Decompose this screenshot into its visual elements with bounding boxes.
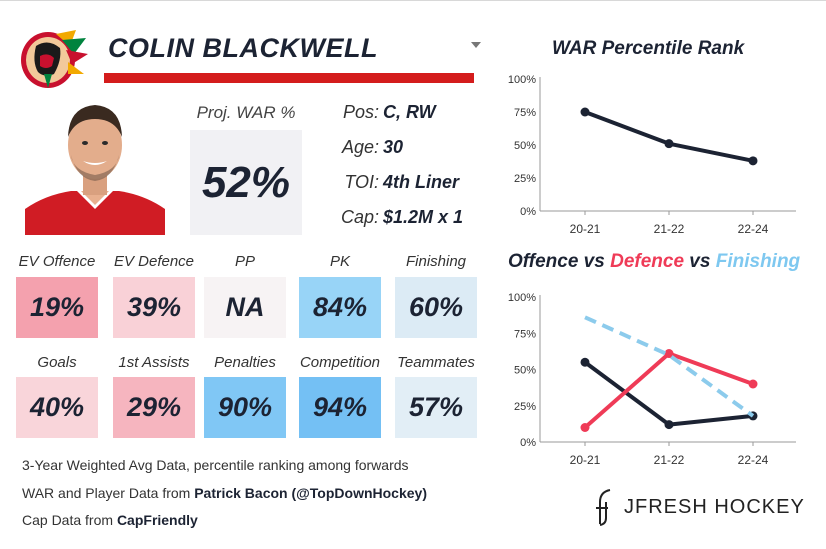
- y-tick-label: 0%: [520, 437, 536, 449]
- stat-box-competition: 94%: [299, 377, 381, 438]
- y-tick-label: 50%: [514, 365, 536, 377]
- player-name: COLIN BLACKWELL: [108, 33, 378, 63]
- offence-defence-finishing-chart: 0% 25% 50% 75% 100% 20-21 21-22 22-24: [508, 292, 796, 467]
- brand-name: JFRESH HOCKEY: [624, 495, 805, 518]
- data-point-war: [664, 139, 674, 149]
- series-line-offence: [583, 360, 754, 427]
- info-value: C, RW: [383, 102, 436, 122]
- chart-title-part: Finishing: [715, 251, 801, 272]
- x-tick-label: 21-22: [654, 453, 685, 467]
- info-key: Cap:: [340, 207, 379, 227]
- series-line-war: [584, 110, 754, 163]
- footer-war-source-prefix: WAR and Player Data from: [22, 485, 195, 501]
- chart-title-part: Offence: [508, 251, 579, 272]
- stat-box-goals: 40%: [16, 377, 98, 438]
- chart-title-part: vs: [684, 251, 716, 272]
- y-tick-label: 0%: [520, 206, 536, 218]
- war-chart-title: WAR Percentile Rank: [552, 38, 745, 59]
- stat-label-1st-assists: 1st Assists: [118, 354, 190, 371]
- ovdvf-chart-title: Offence vs Defence vs Finishing: [508, 251, 800, 273]
- y-tick-label: 25%: [514, 173, 536, 185]
- data-point-defence: [748, 379, 758, 389]
- info-row-toi: TOI: 4th Liner: [326, 172, 459, 198]
- stat-label-pp: PP: [234, 253, 255, 270]
- stat-label-ev-defence: EV Defence: [113, 253, 195, 270]
- war-percentile-chart: 0% 25% 50% 75% 100% 20-21 21-22 22-24: [508, 74, 796, 236]
- info-value: 30: [383, 137, 404, 157]
- stat-label-ev-offence: EV Offence: [18, 253, 96, 270]
- footer-data-note: 3-Year Weighted Avg Data, percentile ran…: [22, 457, 409, 473]
- stat-label-teammates: Teammates: [397, 354, 475, 371]
- x-tick-label: 21-22: [654, 222, 685, 236]
- chart-title-part: vs: [578, 251, 611, 272]
- footer-war-source: WAR and Player Data from Patrick Bacon (…: [22, 485, 427, 501]
- info-key: Age:: [341, 137, 379, 157]
- name-underline-bar: [104, 73, 474, 83]
- player-dropdown-icon[interactable]: [471, 42, 481, 48]
- x-tick-label: 22-24: [738, 222, 769, 236]
- stat-label-penalties: Penalties: [214, 354, 276, 371]
- top-border: [0, 0, 826, 1]
- info-key: TOI:: [344, 172, 379, 192]
- stat-box-penalties: 90%: [204, 377, 286, 438]
- data-point-war: [580, 107, 590, 117]
- data-point-defence: [664, 349, 674, 359]
- info-row-cap: Cap: $1.2M x 1: [326, 207, 463, 233]
- chart-title-part: Defence: [610, 251, 685, 272]
- data-point-offence: [664, 420, 674, 430]
- y-tick-label: 75%: [514, 107, 536, 119]
- stat-box-pp: NA: [204, 277, 286, 338]
- proj-war-label: Proj. WAR %: [196, 103, 296, 122]
- stat-label-pk: PK: [329, 253, 350, 270]
- footer-cap-source-prefix: Cap Data from: [22, 512, 117, 528]
- stat-label-goals: Goals: [37, 354, 77, 371]
- team-logo: [21, 30, 88, 88]
- x-tick-label: 20-21: [570, 222, 601, 236]
- proj-war-value: 52%: [190, 130, 302, 235]
- data-point-offence: [580, 357, 590, 367]
- info-row-position: Pos: C, RW: [326, 102, 436, 128]
- stat-box-finishing: 60%: [395, 277, 477, 338]
- series-line-defence: [583, 351, 754, 430]
- brand-mark: JFRESH HOCKEY: [594, 487, 805, 527]
- info-value: 4th Liner: [383, 172, 460, 192]
- y-tick-label: 100%: [508, 74, 536, 86]
- data-point-defence: [580, 423, 590, 432]
- y-tick-label: 75%: [514, 328, 536, 340]
- y-tick-label: 25%: [514, 401, 536, 413]
- x-tick-label: 22-24: [738, 453, 769, 467]
- footer-cap-source: Cap Data from CapFriendly: [22, 512, 198, 528]
- brand-logo-icon: [596, 489, 611, 526]
- info-key: Pos:: [342, 102, 379, 122]
- stat-box-ev-defence: 39%: [113, 277, 195, 338]
- footer-cap-source-name: CapFriendly: [116, 512, 198, 528]
- stat-label-finishing: Finishing: [405, 253, 467, 270]
- info-value: $1.2M x 1: [383, 207, 464, 227]
- y-tick-label: 100%: [508, 292, 536, 304]
- y-tick-label: 50%: [514, 140, 536, 152]
- footer-war-source-name: Patrick Bacon (@TopDownHockey): [194, 485, 427, 501]
- data-point-war: [748, 156, 758, 166]
- info-row-age: Age: 30: [326, 137, 403, 163]
- stat-box-ev-offence: 19%: [16, 277, 98, 338]
- stat-box-pk: 84%: [299, 277, 381, 338]
- player-headshot: [25, 97, 165, 235]
- stat-label-competition: Competition: [299, 354, 381, 371]
- series-line-finishing: [584, 315, 755, 418]
- stat-box-teammates: 57%: [395, 377, 477, 438]
- stat-box-1st-assists: 29%: [113, 377, 195, 438]
- x-tick-label: 20-21: [570, 453, 601, 467]
